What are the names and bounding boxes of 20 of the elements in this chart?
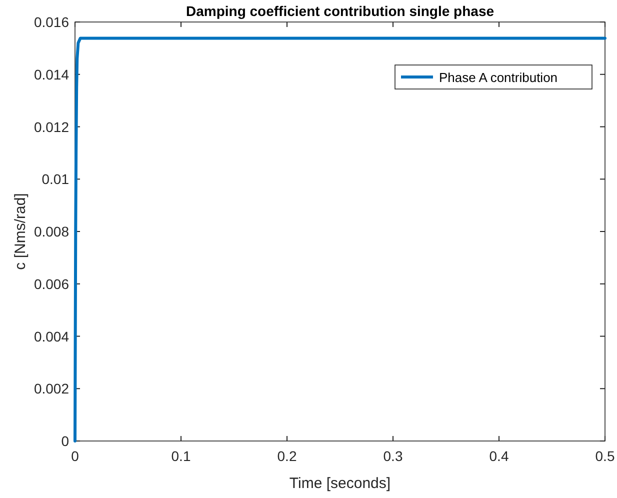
y-tick-label: 0.014 [34, 66, 70, 82]
y-tick-label: 0.016 [34, 14, 70, 30]
y-tick-label: 0.008 [34, 224, 70, 240]
x-axis-title: Time [seconds] [289, 475, 391, 492]
chart-title: Damping coefficient contribution single phase [186, 3, 494, 19]
y-tick-label: 0.01 [42, 171, 70, 188]
y-tick-label: 0 [61, 433, 70, 449]
x-tick-label: 0.4 [489, 448, 509, 464]
x-tick-label: 0.1 [171, 448, 191, 464]
y-axis-title: c [Nms/rad] [12, 193, 29, 270]
line-series [74, 36, 606, 442]
x-tick-label: 0.2 [277, 448, 297, 464]
y-tick-label: 0.006 [34, 276, 70, 292]
x-tick-label: 0.3 [383, 448, 403, 464]
legend-label: Phase A contribution [439, 70, 558, 85]
y-tick-label: 0.012 [34, 118, 70, 135]
x-tick-label: 0.5 [595, 448, 615, 464]
y-tick-label: 0.004 [34, 328, 70, 344]
x-tick-label: 0 [71, 448, 80, 464]
y-tick-label: 0.002 [34, 380, 70, 397]
